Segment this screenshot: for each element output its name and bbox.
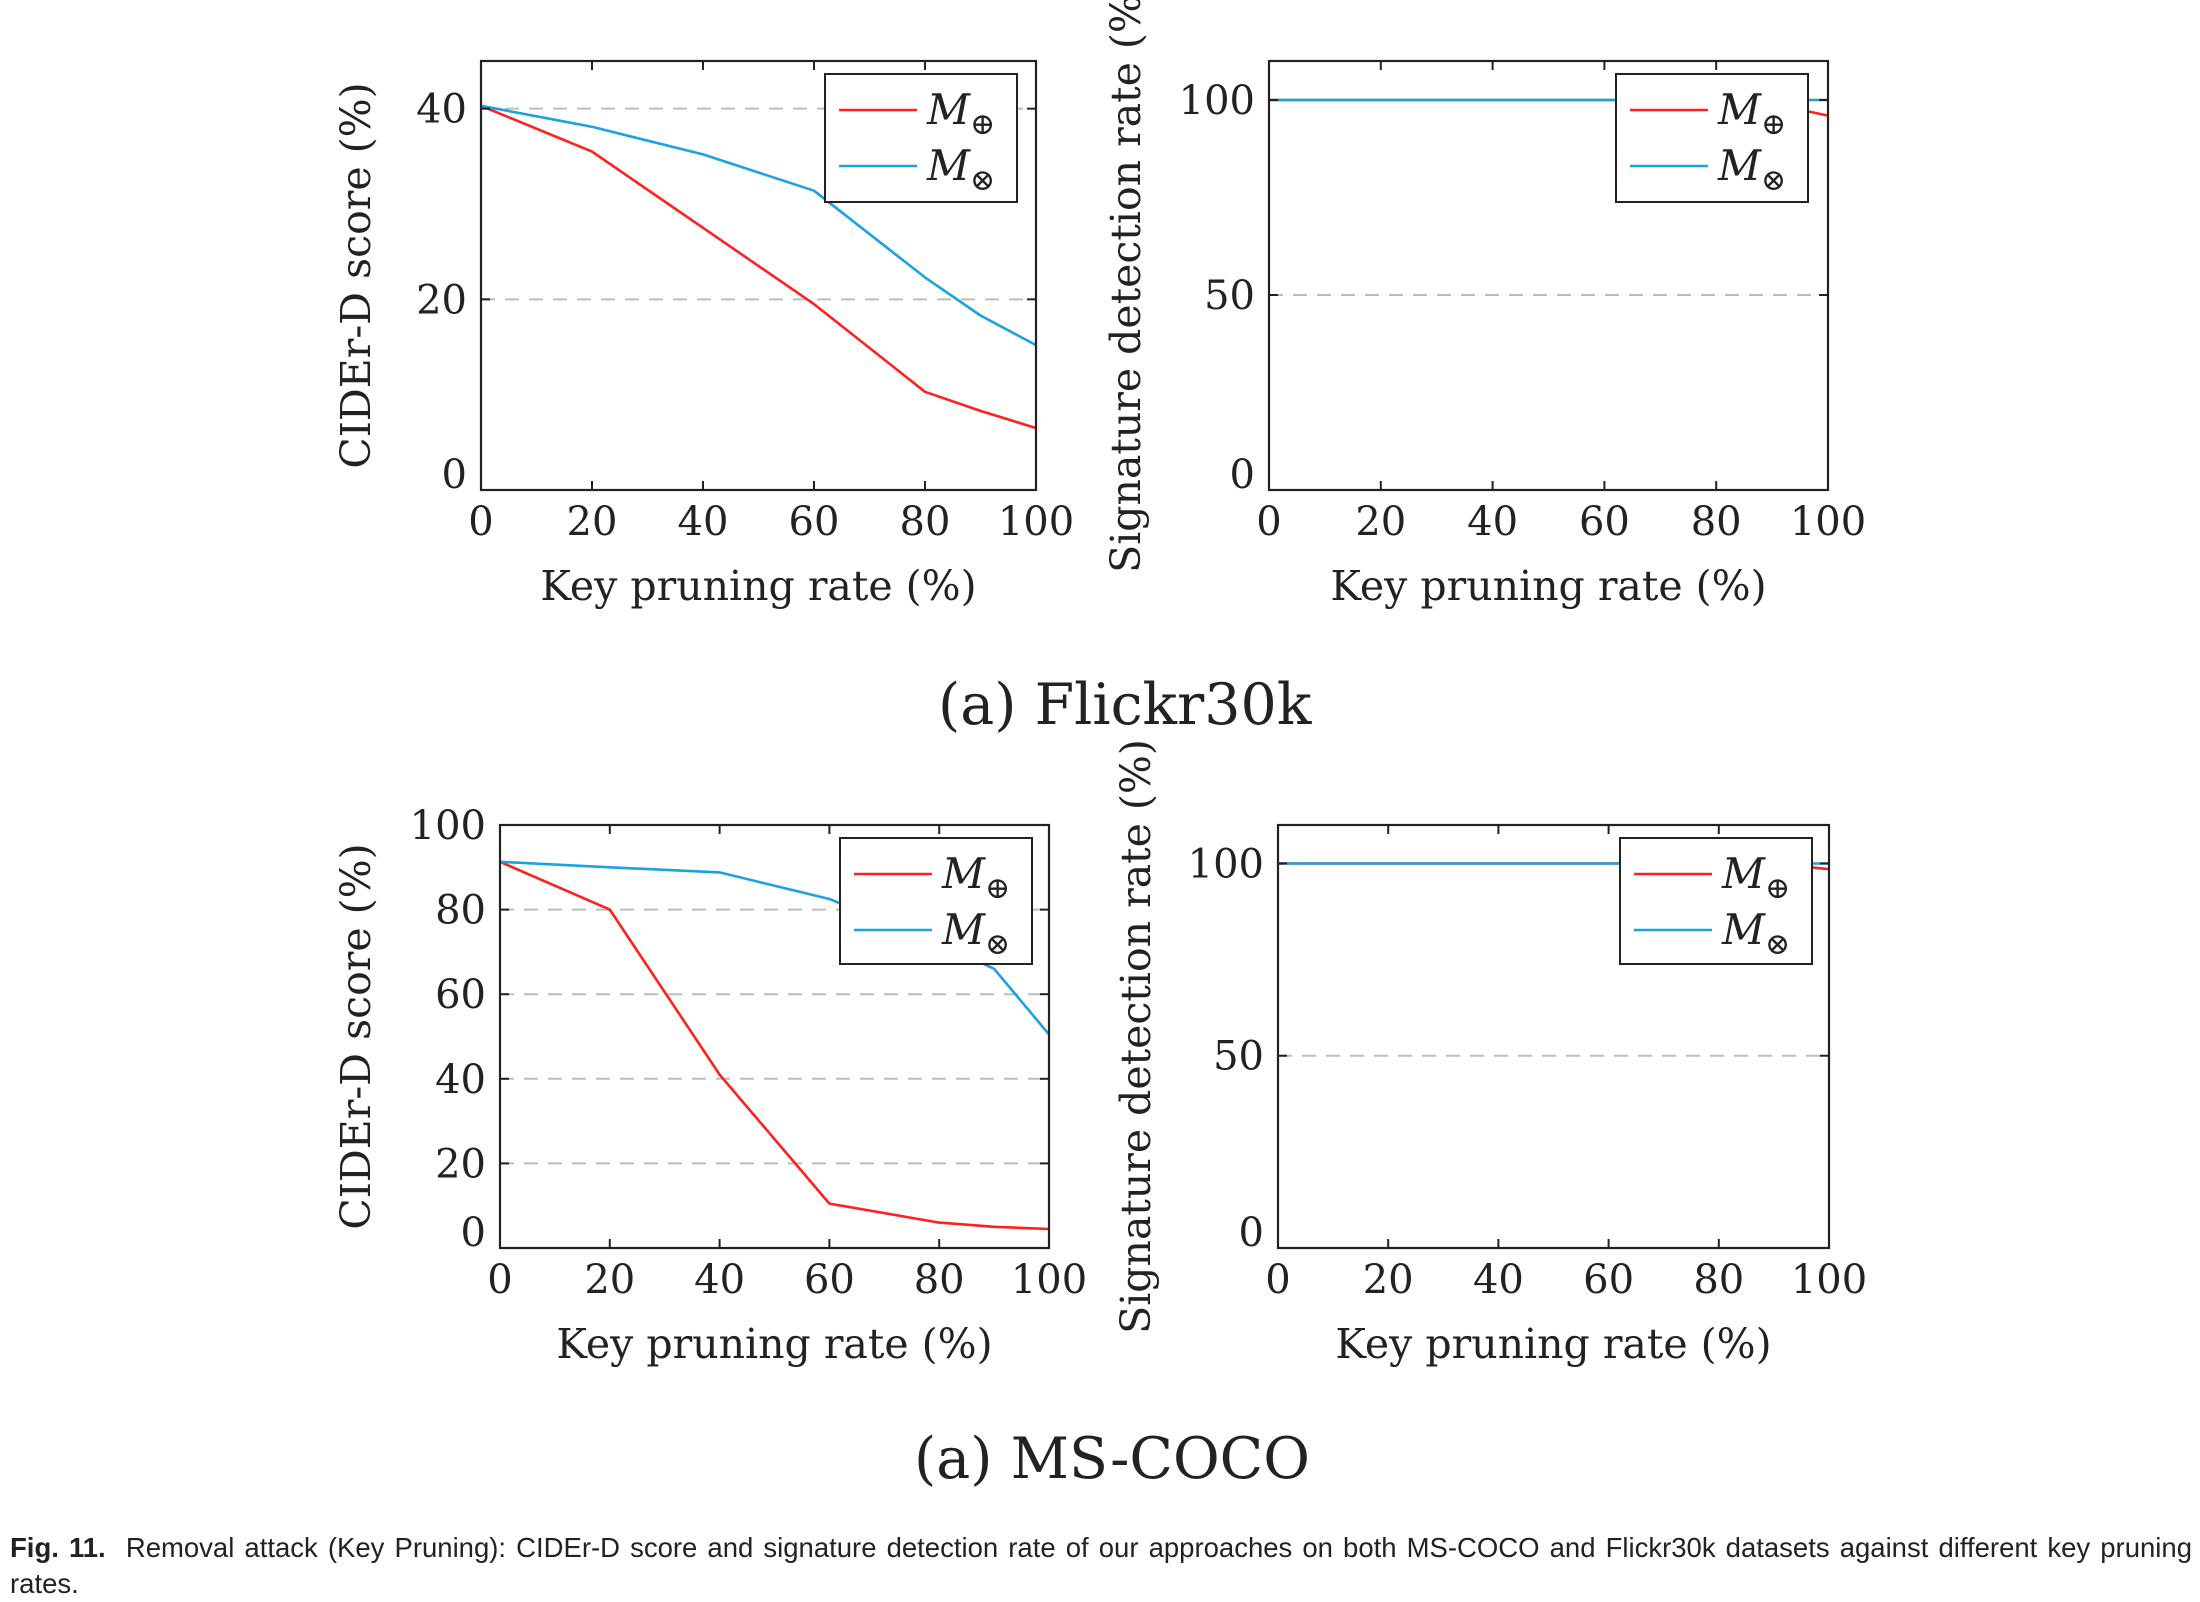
x-tick-label: 20 <box>567 499 618 545</box>
plot-frame <box>479 59 1038 492</box>
legend-label-m-otimes: M⊗ <box>1717 141 1786 198</box>
x-axis-label: Key pruning rate (%) <box>556 1320 992 1368</box>
chart-ms-coco-cider-d-score: 0 20 40 60 80 100 0 20 40 60 80 100 Key pruning rate… <box>332 803 1087 1368</box>
legend-subscript: ⊗ <box>970 163 995 198</box>
legend-box <box>1619 837 1813 965</box>
y-tick-label: 60 <box>435 972 486 1018</box>
y-tick-label: 40 <box>416 87 467 133</box>
series-line-m-otimes <box>499 860 1050 1036</box>
caption-label: Fig. 11. <box>10 1532 106 1563</box>
x-tick-label: 60 <box>804 1257 855 1303</box>
x-tick-label: 0 <box>468 499 493 545</box>
series-line-m-oplus <box>499 860 1050 1231</box>
x-tick-label: 80 <box>900 499 951 545</box>
legend-label-m-oplus: M⊕ <box>1717 85 1786 142</box>
plot-frame <box>1267 59 1830 492</box>
legend: M⊕M⊗ <box>824 73 1018 203</box>
legend-subscript: ⊕ <box>985 871 1010 906</box>
x-tick-label: 60 <box>789 499 840 545</box>
legend-label-m-otimes: M⊗ <box>1721 905 1790 962</box>
y-tick-label: 80 <box>435 888 486 934</box>
legend-subscript: ⊗ <box>985 927 1010 962</box>
x-tick-label: 80 <box>1691 499 1742 545</box>
figure-caption: Fig. 11. Removal attack (Key Pruning): C… <box>10 1530 2192 1602</box>
x-tick-label: 40 <box>694 1257 745 1303</box>
x-tick-label: 40 <box>1467 499 1518 545</box>
x-tick-label: 60 <box>1579 499 1630 545</box>
series-line-m-oplus <box>480 104 1037 430</box>
chart-ms-coco-signature-detection-rate: 0 20 40 60 80 100 0 50 100 Key pruning rate (%) Si… <box>1112 739 1867 1368</box>
y-tick-label: 40 <box>435 1057 486 1103</box>
y-tick-label: 20 <box>416 277 467 323</box>
x-axis-label: Key pruning rate (%) <box>540 562 976 610</box>
x-tick-label: 100 <box>1011 1257 1087 1303</box>
caption-text: Removal attack (Key Pruning): CIDEr-D sc… <box>10 1532 2193 1599</box>
y-tick-label: 0 <box>442 452 467 498</box>
x-tick-label: 60 <box>1583 1257 1634 1303</box>
legend: M⊕M⊗ <box>1619 837 1813 965</box>
plot-frame <box>1276 823 1831 1250</box>
legend-box <box>824 73 1018 203</box>
y-axis-label: CIDEr-D score (%) <box>332 82 380 468</box>
legend: M⊕M⊗ <box>839 837 1033 965</box>
y-tick-label: 100 <box>410 803 486 849</box>
y-axis-label: CIDEr-D score (%) <box>332 843 380 1229</box>
x-tick-label: 100 <box>1790 499 1866 545</box>
legend-subscript: ⊕ <box>970 107 995 142</box>
y-tick-label: 50 <box>1204 273 1255 319</box>
plot-frame <box>498 823 1051 1250</box>
x-tick-label: 20 <box>1355 499 1406 545</box>
y-tick-label: 0 <box>1239 1210 1264 1256</box>
x-tick-label: 20 <box>1363 1257 1414 1303</box>
legend-box <box>839 837 1033 965</box>
y-tick-label: 100 <box>1188 841 1264 887</box>
x-tick-label: 0 <box>1256 499 1281 545</box>
subcaption-mscoco: (a) MS-COCO <box>914 1426 1311 1492</box>
legend-subscript: ⊗ <box>1765 927 1790 962</box>
y-tick-label: 100 <box>1179 78 1255 124</box>
legend-subscript: ⊕ <box>1765 871 1790 906</box>
y-axis-label: Signature detection rate (%) <box>1112 739 1160 1334</box>
legend-subscript: ⊕ <box>1761 107 1786 142</box>
x-tick-label: 40 <box>1473 1257 1524 1303</box>
x-tick-label: 80 <box>914 1257 965 1303</box>
x-axis-label: Key pruning rate (%) <box>1330 562 1766 610</box>
x-tick-label: 40 <box>678 499 729 545</box>
chart-flickr30k-cider-d-score: 0 20 40 60 80 100 0 20 40 Key pruning rate (%) CID… <box>332 59 1074 610</box>
y-tick-label: 50 <box>1213 1034 1264 1080</box>
subcaption-flickr30k: (a) Flickr30k <box>938 672 1312 738</box>
x-tick-label: 0 <box>487 1257 512 1303</box>
x-axis-label: Key pruning rate (%) <box>1335 1320 1771 1368</box>
x-tick-label: 0 <box>1265 1257 1290 1303</box>
y-tick-label: 0 <box>1230 452 1255 498</box>
y-tick-label: 20 <box>435 1141 486 1187</box>
legend-subscript: ⊗ <box>1761 163 1786 198</box>
x-tick-label: 80 <box>1693 1257 1744 1303</box>
x-tick-label: 100 <box>1791 1257 1867 1303</box>
chart-flickr30k-signature-detection-rate: 0 20 40 60 80 100 0 50 100 Key pruning rate (%) Si… <box>1102 0 1866 610</box>
y-axis-label: Signature detection rate (%) <box>1102 0 1150 573</box>
legend: M⊕M⊗ <box>1615 73 1809 203</box>
legend-box <box>1615 73 1809 203</box>
x-tick-label: 20 <box>584 1257 635 1303</box>
x-tick-label: 100 <box>998 499 1074 545</box>
series-line-m-otimes <box>480 104 1037 347</box>
y-tick-label: 0 <box>461 1210 486 1256</box>
